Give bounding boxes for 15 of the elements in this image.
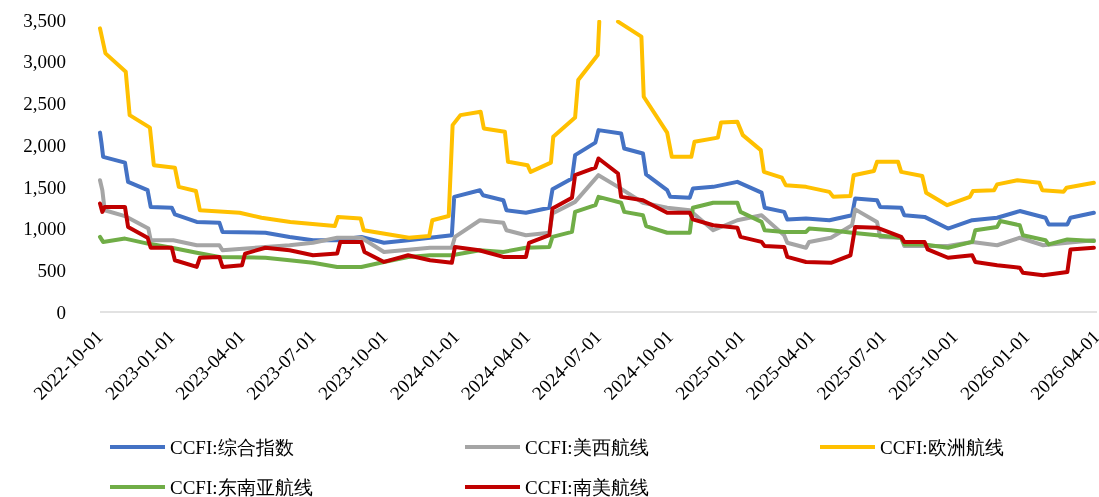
- line-series: [98, 156, 1096, 278]
- legend-label: CCFI:欧洲航线: [880, 436, 1004, 458]
- y-tick-label: 1,500: [23, 176, 66, 198]
- line-series: [98, 128, 1096, 245]
- y-tick-label: 3,500: [23, 9, 66, 31]
- legend-label: CCFI:南美航线: [525, 476, 649, 497]
- y-tick-label: 1,000: [23, 218, 66, 240]
- legend-label: CCFI:综合指数: [170, 436, 294, 458]
- y-tick-label: 2,500: [23, 93, 66, 115]
- legend-label: CCFI:东南亚航线: [170, 476, 313, 497]
- y-tick-label: 3,000: [23, 51, 66, 73]
- legend-label: CCFI:美西航线: [525, 436, 649, 458]
- y-tick-label: 0: [56, 301, 66, 323]
- y-tick-label: 500: [37, 259, 66, 281]
- y-tick-label: 2,000: [23, 134, 66, 156]
